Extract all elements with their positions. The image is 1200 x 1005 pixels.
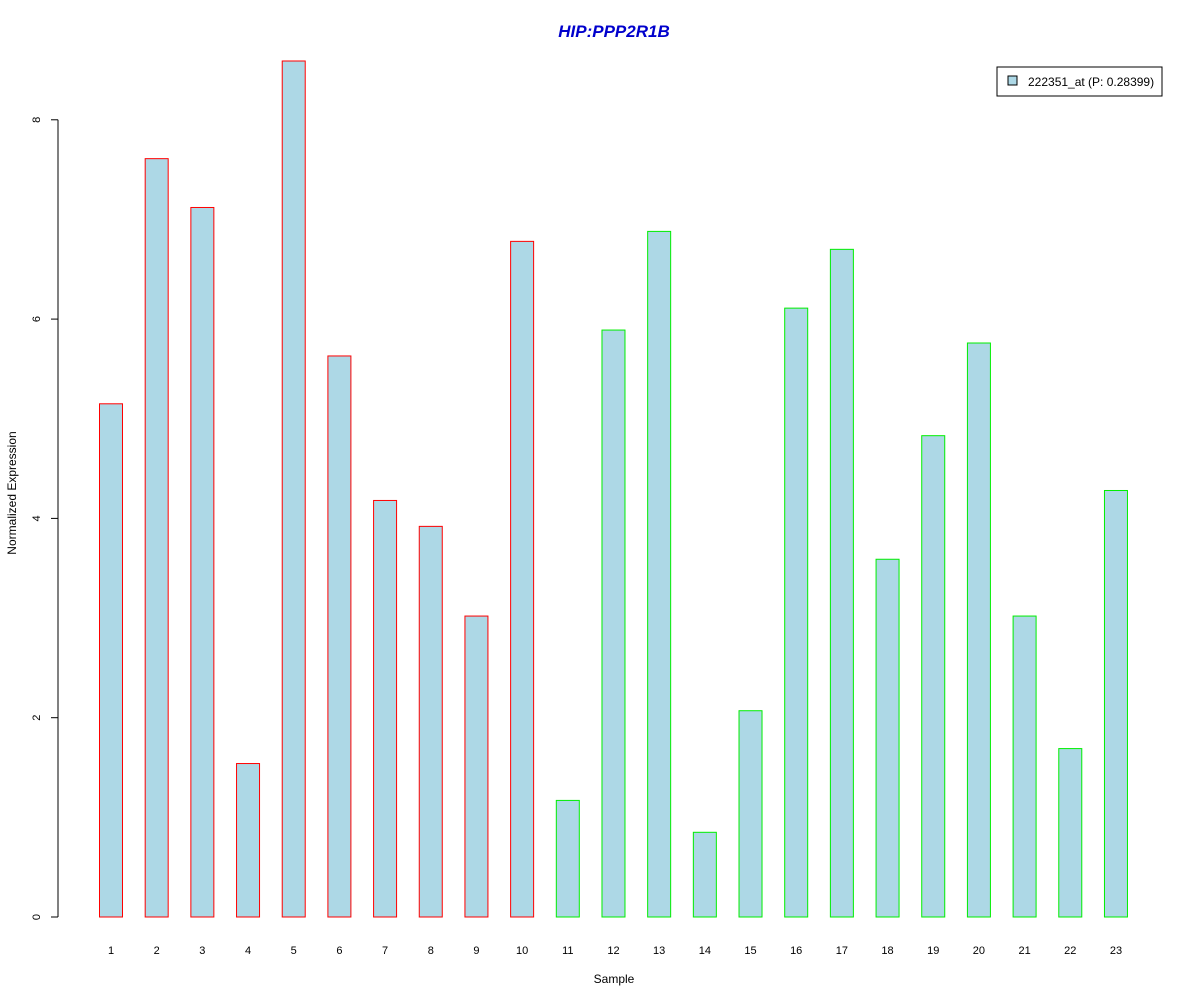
x-tick-label: 21: [1018, 945, 1030, 957]
x-tick-label: 8: [428, 945, 434, 957]
bar-sample-7: [373, 499, 398, 918]
x-tick-label: 18: [881, 945, 893, 957]
bar-sample-12: [601, 329, 626, 918]
x-tick-label: 4: [245, 945, 251, 957]
bar-sample-17: [829, 248, 854, 918]
x-tick-label: 23: [1110, 945, 1122, 957]
legend-box: [996, 66, 1163, 97]
x-tick-label: 19: [927, 945, 939, 957]
bar-sample-16: [784, 307, 809, 918]
bar-sample-21: [1012, 615, 1037, 918]
x-tick-label: 16: [790, 945, 802, 957]
x-tick-labels: 1 2 3 4 5 6 7 8 9 10 11 12 13 14 15 16 17 18 19 20 21 22 23: [108, 945, 1122, 957]
x-axis-label: Sample: [594, 972, 635, 986]
legend-swatch: [1007, 75, 1018, 86]
bar-sample-11: [555, 799, 580, 918]
y-axis: 0 2 4 6 8: [31, 117, 59, 920]
bar-sample-23: [1103, 489, 1128, 918]
bar-sample-10: [510, 240, 535, 918]
bar-sample-14: [692, 831, 717, 918]
bar-sample-15: [738, 710, 763, 918]
bar-sample-20: [966, 342, 991, 918]
bar-sample-4: [236, 763, 261, 918]
legend-label: 222351_at (P: 0.28399): [1028, 75, 1154, 89]
bar-sample-22: [1058, 748, 1083, 918]
bar-sample-6: [327, 355, 352, 918]
x-tick-label: 13: [653, 945, 665, 957]
x-tick-label: 7: [382, 945, 388, 957]
bar-sample-19: [921, 435, 946, 918]
x-tick-label: 14: [699, 945, 711, 957]
x-tick-label: 1: [108, 945, 114, 957]
x-tick-label: 2: [154, 945, 160, 957]
y-tick-label: 4: [31, 515, 43, 521]
x-tick-label: 9: [473, 945, 479, 957]
bar-sample-9: [464, 615, 489, 918]
x-tick-label: 20: [973, 945, 985, 957]
x-tick-label: 6: [336, 945, 342, 957]
chart-title: HIP:PPP2R1B: [558, 22, 669, 41]
y-tick-label: 6: [31, 316, 43, 322]
bar-sample-18: [875, 558, 900, 918]
x-tick-label: 22: [1064, 945, 1076, 957]
bar-sample-5: [281, 60, 306, 918]
bar-sample-8: [418, 525, 443, 918]
x-tick-label: 3: [199, 945, 205, 957]
bar-sample-13: [647, 230, 672, 918]
legend: 222351_at (P: 0.28399): [996, 66, 1163, 97]
x-tick-label: 17: [836, 945, 848, 957]
x-tick-label: 10: [516, 945, 528, 957]
y-axis-label: Normalized Expression: [5, 431, 19, 554]
bar-sample-3: [190, 206, 215, 918]
x-tick-label: 15: [744, 945, 756, 957]
y-tick-label: 8: [31, 117, 43, 123]
bar-sample-1: [99, 403, 123, 918]
y-tick-label: 2: [31, 715, 43, 721]
y-tick-label: 0: [31, 914, 43, 920]
x-tick-label: 5: [291, 945, 297, 957]
bars-group: [99, 60, 1128, 918]
bar-sample-2: [144, 158, 169, 918]
x-tick-label: 11: [562, 945, 573, 957]
x-tick-label: 12: [607, 945, 619, 957]
